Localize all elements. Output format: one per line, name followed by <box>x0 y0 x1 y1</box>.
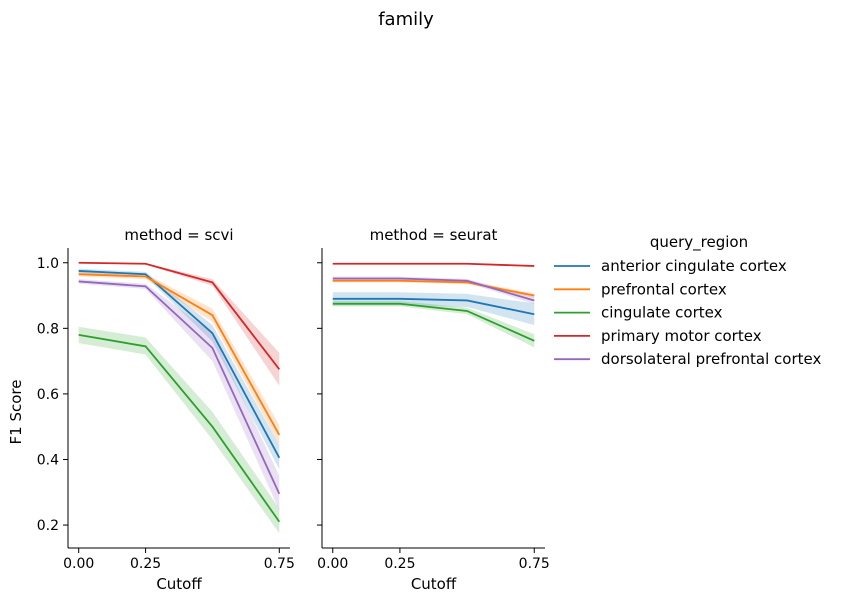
ci-band <box>78 268 280 470</box>
chart-suptitle: family <box>378 9 434 30</box>
ci-band <box>78 271 280 445</box>
y-tick-label: 0.8 <box>37 321 59 337</box>
panel-1: method = scvi 0.00 0.25 0.75 Cutoff 0.2 0.4 0.6… <box>37 226 295 593</box>
x-tick-label: 0.25 <box>130 556 161 572</box>
panel-title: method = scvi <box>124 226 233 244</box>
y-tick-label: 0.4 <box>37 452 59 468</box>
series-line <box>78 333 281 523</box>
y-axis-label: F1 Score <box>7 380 25 445</box>
ci-band <box>78 262 280 386</box>
ci-band <box>332 276 535 305</box>
series-line <box>332 302 535 342</box>
ci-band <box>332 292 535 326</box>
series-line <box>78 273 281 436</box>
legend-label: dorsolateral prefrontal cortex <box>601 350 821 368</box>
x-axis-label: Cutoff <box>156 575 202 593</box>
x-tick-label: 0.75 <box>264 556 295 572</box>
y-tick-label: 0.6 <box>37 387 59 403</box>
x-axis-label: Cutoff <box>411 575 457 593</box>
legend-label: primary motor cortex <box>601 327 762 345</box>
series-line <box>332 297 535 316</box>
legend-label: cingulate cortex <box>601 304 723 322</box>
chart-panels: method = scvi 0.00 0.25 0.75 Cutoff 0.2 0.4 0.6… <box>37 226 550 593</box>
series-line <box>78 261 281 370</box>
legend-label: anterior cingulate cortex <box>601 257 787 275</box>
x-tick-label: 0.75 <box>519 556 550 572</box>
x-tick-label: 0.00 <box>317 556 348 572</box>
panel-2: method = seurat 0.00 0.25 0.75 Cutoff <box>317 226 550 593</box>
y-tick-label: 0.2 <box>37 518 59 534</box>
panel-title: method = seurat <box>370 226 498 244</box>
x-tick-label: 0.00 <box>63 556 94 572</box>
y-tick-label: 1.0 <box>37 256 59 272</box>
ci-band <box>78 279 280 511</box>
series-line <box>78 280 281 495</box>
series-line <box>332 279 535 297</box>
ci-band <box>332 301 535 348</box>
series-line <box>78 270 281 459</box>
legend-title: query_region <box>650 233 748 252</box>
legend-label: prefrontal cortex <box>601 280 727 298</box>
legend: query_region anterior cingulate cortex pr… <box>554 233 821 368</box>
series-line <box>332 262 535 267</box>
series-line <box>332 277 535 302</box>
x-tick-label: 0.25 <box>384 556 415 572</box>
